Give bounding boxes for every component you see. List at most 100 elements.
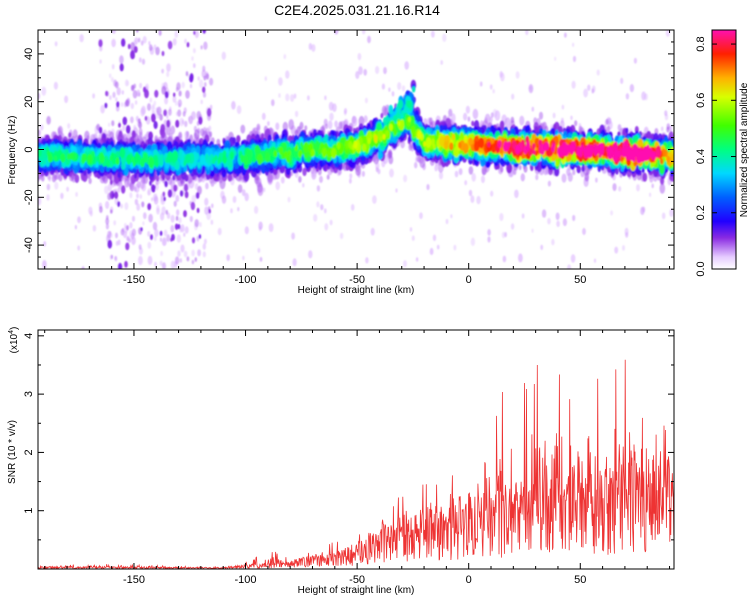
heatmap-cell bbox=[116, 87, 121, 96]
heatmap-cell bbox=[119, 55, 124, 64]
heatmap-cell bbox=[551, 238, 555, 246]
heatmap-cell bbox=[81, 266, 85, 269]
heatmap-marks bbox=[38, 30, 674, 269]
heatmap-cell bbox=[149, 97, 153, 103]
heatmap-cell bbox=[499, 71, 504, 78]
heatmap-cell bbox=[407, 136, 411, 143]
heatmap-cell bbox=[154, 261, 157, 267]
heatmap-cell bbox=[561, 104, 565, 110]
heatmap-cell bbox=[363, 68, 368, 76]
heatmap-cell bbox=[41, 175, 45, 182]
heatmap-cell bbox=[547, 180, 552, 187]
heatmap-cell bbox=[151, 184, 156, 193]
heatmap-cell bbox=[574, 120, 578, 127]
heatmap-cell bbox=[111, 38, 116, 48]
heatmap-cell bbox=[134, 37, 139, 45]
heatmap-cell bbox=[332, 103, 337, 112]
heatmap-cell bbox=[74, 225, 77, 230]
heatmap-cell bbox=[423, 118, 428, 126]
heatmap-cell bbox=[164, 91, 169, 99]
heatmap-cell bbox=[178, 90, 182, 97]
heatmap-cell bbox=[114, 191, 119, 199]
heatmap-cell bbox=[176, 209, 180, 216]
heatmap-cell bbox=[185, 71, 189, 77]
heatmap-cell bbox=[364, 97, 368, 104]
heatmap-cell bbox=[208, 131, 213, 138]
heatmap-cell bbox=[104, 185, 109, 195]
heatmap-cell bbox=[535, 174, 539, 181]
heatmap-cell bbox=[260, 164, 266, 173]
heatmap-cell bbox=[608, 117, 612, 125]
heatmap-cell bbox=[178, 131, 183, 139]
heatmap-cell bbox=[612, 183, 617, 192]
heatmap-cell bbox=[285, 70, 290, 79]
heatmap-cell bbox=[114, 81, 119, 89]
heatmap-cell bbox=[324, 223, 329, 231]
heatmap-cell bbox=[133, 46, 138, 53]
heatmap-cell bbox=[161, 85, 167, 95]
heatmap-cell bbox=[287, 196, 291, 203]
heatmap-cell bbox=[168, 108, 172, 116]
heatmap-cell bbox=[403, 174, 408, 183]
heatmap-cell bbox=[370, 227, 375, 236]
heatmap-cell bbox=[115, 97, 118, 102]
heatmap-cell bbox=[492, 89, 495, 94]
heatmap-cell bbox=[388, 87, 391, 92]
heatmap-cell bbox=[88, 206, 93, 215]
heatmap-cell bbox=[205, 73, 210, 80]
heatmap-cell bbox=[189, 215, 193, 223]
heatmap-cell bbox=[175, 119, 180, 128]
heatmap-cell bbox=[412, 141, 416, 148]
heatmap-cell bbox=[54, 41, 58, 47]
heatmap-cell bbox=[193, 30, 196, 35]
heatmap-cell bbox=[164, 96, 169, 105]
heatmap-cell bbox=[661, 212, 666, 220]
heatmap-cell bbox=[114, 256, 117, 261]
heatmap-cell bbox=[184, 226, 189, 234]
heatmap-cell bbox=[152, 221, 158, 231]
heatmap-cell bbox=[221, 51, 226, 60]
heatmap-cell bbox=[504, 231, 507, 238]
heatmap-cell bbox=[349, 178, 352, 184]
heatmap-cell bbox=[669, 208, 674, 217]
heatmap-cell bbox=[349, 173, 353, 179]
heatmap-cell bbox=[531, 228, 534, 233]
heatmap-cell bbox=[458, 168, 463, 176]
heatmap-cell bbox=[54, 181, 59, 190]
heatmap-cell bbox=[319, 175, 323, 183]
heatmap-cell bbox=[200, 45, 203, 50]
heatmap-cell bbox=[156, 175, 160, 182]
heatmap-cell bbox=[530, 164, 534, 171]
heatmap-cell bbox=[173, 200, 177, 207]
heatmap-cell bbox=[525, 30, 529, 36]
heatmap-cell bbox=[411, 235, 415, 241]
heatmap-cell bbox=[230, 208, 233, 214]
heatmap-cell bbox=[136, 193, 139, 199]
heatmap-cell bbox=[404, 61, 410, 70]
heatmap-cell bbox=[124, 260, 128, 268]
heatmap-cell bbox=[518, 164, 522, 171]
heatmap-cell bbox=[138, 57, 142, 63]
heatmap-cell bbox=[191, 194, 196, 204]
heatmap-cell bbox=[288, 119, 295, 130]
heatmap-cell bbox=[174, 30, 179, 38]
heatmap-cell bbox=[629, 84, 635, 93]
heatmap-cell bbox=[232, 196, 237, 203]
heatmap-cell bbox=[140, 227, 143, 232]
heatmap-cell bbox=[334, 120, 338, 128]
heatmap-cell bbox=[173, 92, 176, 98]
heatmap-cell bbox=[122, 124, 126, 131]
heatmap-cell bbox=[173, 184, 178, 192]
heatmap-cell bbox=[159, 113, 163, 121]
heatmap-cell bbox=[641, 91, 646, 101]
heatmap-cell bbox=[126, 225, 129, 231]
heatmap-cell bbox=[115, 232, 118, 239]
heatmap-cell bbox=[197, 161, 201, 169]
heatmap-cell bbox=[136, 203, 141, 211]
heatmap-cell bbox=[308, 250, 313, 259]
heatmap-cell bbox=[365, 257, 369, 264]
heatmap-cell bbox=[111, 77, 114, 83]
heatmap-cell bbox=[448, 108, 453, 117]
heatmap-cell bbox=[98, 126, 103, 134]
heatmap-cell bbox=[194, 129, 200, 140]
